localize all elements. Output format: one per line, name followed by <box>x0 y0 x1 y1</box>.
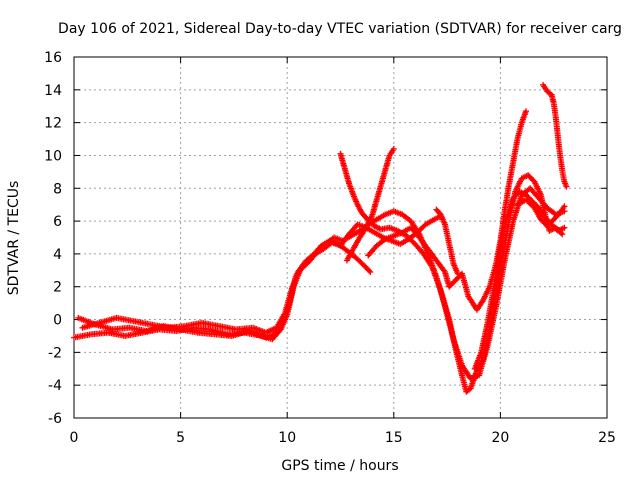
y-tick-label: 12 <box>44 116 62 132</box>
x-tick-label: 10 <box>278 430 296 446</box>
y-tick-label: 10 <box>44 148 62 164</box>
y-tick-label: -4 <box>48 378 62 394</box>
series-track-9 <box>540 81 570 190</box>
y-tick-label: -2 <box>48 345 62 361</box>
y-tick-label: 6 <box>53 214 62 230</box>
data-markers <box>471 188 568 372</box>
y-tick-label: -6 <box>48 411 62 427</box>
data-markers <box>79 213 444 336</box>
x-tick-label: 0 <box>70 430 79 446</box>
series-track-3 <box>79 213 444 336</box>
x-tick-label: 15 <box>385 430 403 446</box>
y-tick-label: 4 <box>53 247 62 263</box>
y-tick-label: 8 <box>53 181 62 197</box>
series-track-8 <box>471 188 568 372</box>
y-tick-label: 0 <box>53 313 62 329</box>
data-series <box>71 81 570 395</box>
plot-frame <box>73 56 608 419</box>
chart-title: Day 106 of 2021, Sidereal Day-to-day VTE… <box>58 21 622 37</box>
x-tick-label: 25 <box>598 430 616 446</box>
data-markers <box>540 81 570 190</box>
x-tick-label: 20 <box>491 430 509 446</box>
series-track-5 <box>343 145 397 264</box>
x-axis-label: GPS time / hours <box>281 458 398 474</box>
y-tick-label: 2 <box>53 280 62 296</box>
series-track-10 <box>514 196 568 229</box>
data-markers <box>343 145 397 264</box>
y-tick-label: 16 <box>44 50 62 66</box>
series-track-7 <box>433 206 461 277</box>
data-markers <box>433 206 461 277</box>
y-axis-label: SDTVAR / TECUs <box>6 181 22 296</box>
data-markers <box>514 196 568 229</box>
y-tick-label: 14 <box>44 83 62 99</box>
x-tick-label: 5 <box>176 430 185 446</box>
axis-ticks: 0 5 10 15 20 25 -6 -4 -2 0 2 4 6 8 10 12 14 16 <box>44 50 616 446</box>
